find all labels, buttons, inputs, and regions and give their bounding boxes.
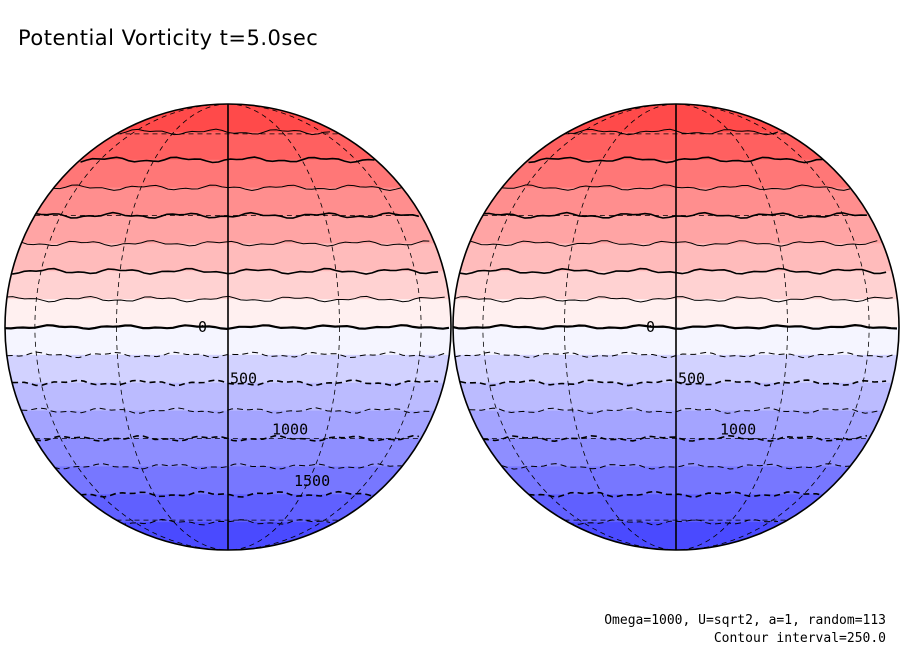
globe-right: 0 500 1000	[452, 103, 900, 551]
contour-positive	[6, 295, 445, 303]
footer-info: Omega=1000, U=sqrt2, a=1, random=113 Con…	[604, 612, 886, 648]
contour-positive	[119, 128, 331, 136]
contour-zero	[5, 324, 450, 331]
footer-params: Omega=1000, U=sqrt2, a=1, random=113	[604, 613, 886, 628]
contour-label: 0	[646, 318, 655, 336]
contour-label: 1000	[720, 421, 756, 439]
contour-label: 1500	[294, 472, 330, 490]
contour-positive	[454, 296, 893, 303]
contour-positive	[21, 240, 430, 247]
contour-negative	[459, 379, 887, 387]
globe-outline	[452, 103, 900, 551]
contour-negative	[567, 518, 779, 526]
contour-label: 500	[678, 369, 705, 387]
contour-positive	[34, 211, 420, 219]
contour-label: 1000	[272, 421, 308, 439]
globe-outline	[4, 103, 452, 551]
contour-label: 0	[198, 318, 207, 336]
contour-negative	[501, 463, 850, 470]
globe-left: 0 500 1000 1500	[4, 103, 452, 551]
graticule-lon	[227, 104, 422, 550]
contour-positive	[11, 267, 439, 275]
contour-positive	[567, 128, 779, 136]
plot-title: Potential Vorticity t=5.0sec	[18, 26, 319, 50]
graticule-lon	[116, 104, 229, 550]
contour-negative	[119, 518, 331, 526]
contour-label: 500	[230, 369, 257, 387]
contour-negative	[53, 462, 402, 470]
graticule-lon	[34, 104, 229, 550]
contour-negative	[6, 351, 445, 359]
graticule-lon	[564, 104, 677, 550]
graticule-lon	[482, 104, 677, 550]
contour-zero	[453, 323, 898, 330]
contour-positive	[459, 267, 887, 275]
contour-negative	[482, 434, 868, 443]
contour-positive	[469, 240, 878, 247]
footer-contour-interval: Contour interval=250.0	[713, 631, 886, 646]
contour-negative	[12, 379, 439, 387]
graticule-lon	[227, 104, 340, 550]
graticule-lon	[675, 104, 788, 550]
graticule-lon	[675, 104, 870, 550]
contour-negative	[454, 351, 893, 359]
